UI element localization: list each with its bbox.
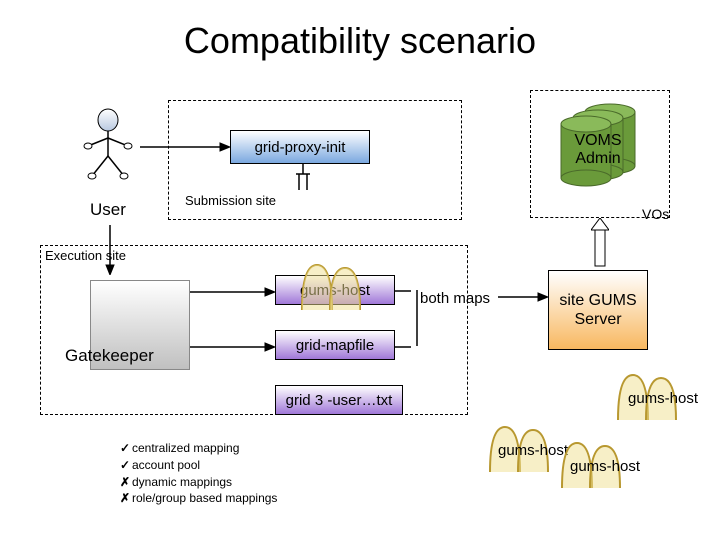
arrow-user-down xyxy=(103,225,117,275)
arrow-proxy-split xyxy=(296,164,310,192)
bullet-3: dynamic mappings xyxy=(120,474,277,491)
arrow-mapfile-join xyxy=(410,290,424,350)
site-gums-server-box: site GUMS Server xyxy=(548,270,648,350)
bullets-list: centralized mapping account pool dynamic… xyxy=(120,440,277,507)
gatekeeper-label: Gatekeeper xyxy=(65,346,154,366)
grid3-user-box: grid 3 -user…txt xyxy=(275,385,403,415)
submission-site-label: Submission site xyxy=(185,193,276,208)
arcs-1 xyxy=(292,260,372,315)
arrow-vos-up xyxy=(591,218,609,268)
vos-label: VOs xyxy=(642,206,669,222)
arrow-gatekeeper-to-mapfile xyxy=(190,340,275,354)
arrow-gatekeeper-to-gumshost xyxy=(190,285,275,299)
bullet-2: account pool xyxy=(120,457,277,474)
user-label: User xyxy=(90,200,126,220)
user-icon xyxy=(78,108,138,180)
bullet-1: centralized mapping xyxy=(120,440,277,457)
voms-admin-label: VOMS Admin xyxy=(568,132,628,167)
grid-proxy-init-box: grid-proxy-init xyxy=(230,130,370,164)
grid-mapfile-box: grid-mapfile xyxy=(275,330,395,360)
gums-host-label-3: gums-host xyxy=(570,458,640,475)
page-title: Compatibility scenario xyxy=(0,20,720,62)
bullet-4: role/group based mappings xyxy=(120,490,277,507)
arrow-bothmaps-right xyxy=(498,290,548,304)
gums-host-label-1: gums-host xyxy=(628,390,698,407)
arrow-user-to-proxy xyxy=(140,140,230,154)
